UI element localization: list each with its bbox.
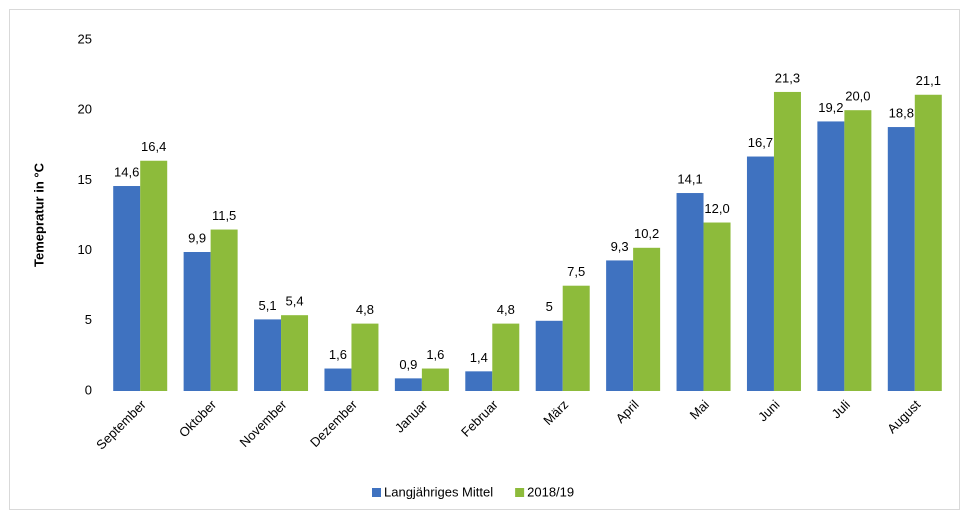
data-label: 11,5 <box>212 208 236 223</box>
data-label: 16,4 <box>141 139 166 154</box>
bar <box>210 229 238 391</box>
bar <box>535 320 563 391</box>
bar <box>351 323 379 391</box>
bar <box>676 193 704 391</box>
y-tick-label: 10 <box>78 242 92 257</box>
data-label: 5 <box>546 299 553 314</box>
bar <box>562 285 590 391</box>
bar <box>746 156 774 391</box>
data-label: 12,0 <box>704 201 729 216</box>
data-label: 5,1 <box>259 298 277 313</box>
bar <box>254 319 282 391</box>
data-label: 19,2 <box>818 100 843 115</box>
data-label: 1,6 <box>329 347 347 362</box>
bar <box>606 260 634 391</box>
legend-swatch <box>372 488 381 497</box>
data-label: 21,3 <box>775 70 800 85</box>
bar <box>492 323 520 391</box>
bar <box>324 368 352 391</box>
bar <box>140 160 168 391</box>
bar <box>421 368 449 391</box>
data-label: 14,1 <box>677 171 702 186</box>
data-label: 9,3 <box>611 239 629 254</box>
data-label: 0,9 <box>399 357 417 372</box>
bar <box>914 94 942 392</box>
legend-label: 2018/19 <box>527 484 574 499</box>
y-tick-label: 25 <box>78 31 92 46</box>
bar <box>394 378 422 391</box>
bar <box>281 315 309 391</box>
data-label: 5,4 <box>286 294 304 309</box>
data-label: 9,9 <box>188 230 206 245</box>
bar <box>465 371 493 391</box>
chart-border <box>9 9 960 510</box>
y-tick-label: 0 <box>85 382 92 397</box>
data-label: 20,0 <box>845 89 870 104</box>
data-label: 10,2 <box>634 226 659 241</box>
bar <box>817 121 845 391</box>
bar <box>183 252 211 391</box>
data-label: 21,1 <box>916 73 941 88</box>
y-axis-label: Temepratur in °C <box>31 162 46 267</box>
data-label: 1,4 <box>470 350 488 365</box>
y-tick-label: 20 <box>78 102 92 117</box>
legend-swatch <box>515 488 525 497</box>
data-label: 4,8 <box>356 302 374 317</box>
bar <box>773 91 801 391</box>
y-tick-label: 15 <box>78 172 92 187</box>
data-label: 14,6 <box>114 164 139 179</box>
bar <box>844 110 872 391</box>
data-label: 1,6 <box>426 347 444 362</box>
bar <box>113 186 141 391</box>
bar <box>887 127 915 391</box>
data-label: 16,7 <box>748 135 773 150</box>
data-label: 7,5 <box>567 264 585 279</box>
y-tick-label: 5 <box>85 312 92 327</box>
bar <box>703 222 731 391</box>
data-label: 18,8 <box>889 105 914 120</box>
bar <box>633 247 661 391</box>
legend-label: Langjähriges Mittel <box>384 484 493 499</box>
data-label: 4,8 <box>497 302 515 317</box>
